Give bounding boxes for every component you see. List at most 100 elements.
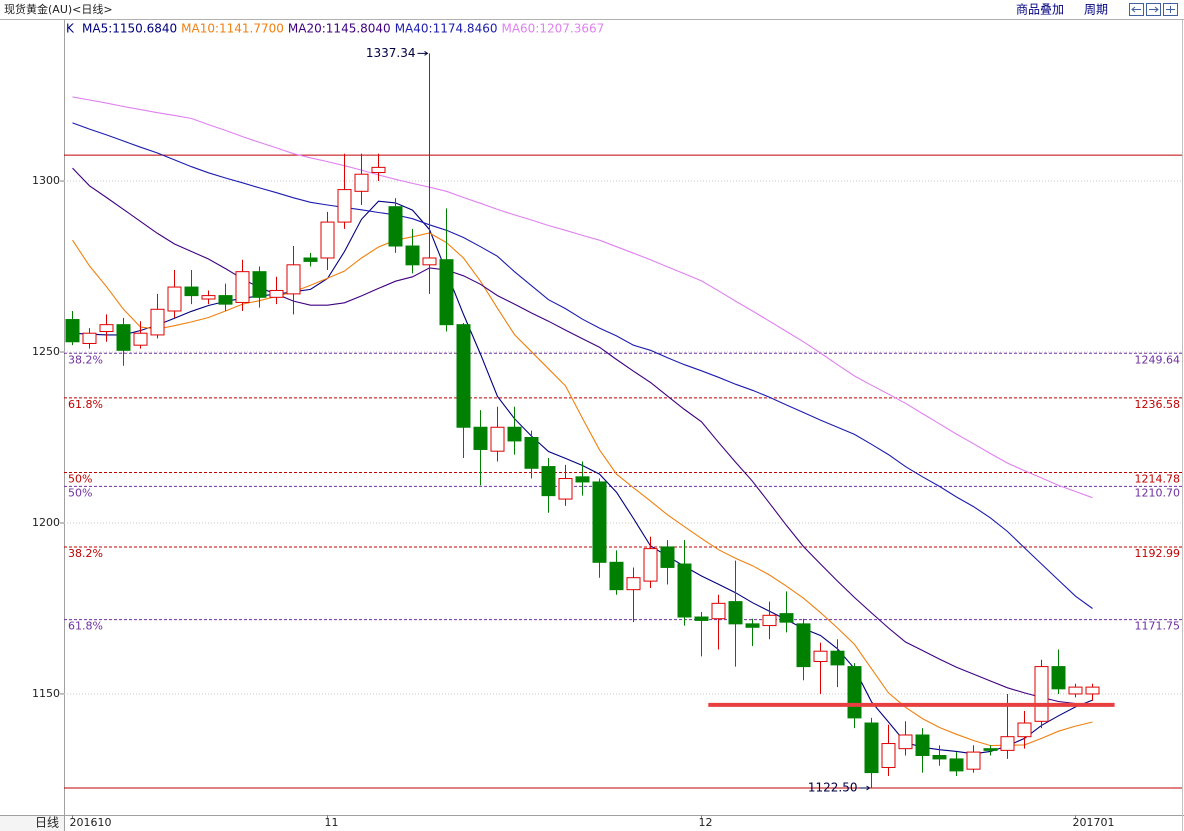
candle-body [898,734,913,750]
candle-body [813,650,828,662]
candle-body [643,548,658,582]
y-tick-label: 1300 [32,174,60,187]
candle-body [847,666,862,719]
ma-line [72,96,1093,499]
candle-body [1000,736,1015,751]
candle-body [575,476,590,483]
candle-body [184,286,199,297]
candle-body [609,561,624,591]
candle-body [354,173,369,192]
legend-entry: MA60:1207.3667 [501,22,604,36]
legend-prefix: K [66,22,75,36]
candle-body [473,426,488,450]
legend-entry: MA20:1145.8040 [288,22,391,36]
candle-body [524,437,539,469]
candle-body [1068,686,1083,695]
candle-body [983,748,998,751]
candle-body [711,602,726,620]
level-tag: 61.8% [68,620,103,633]
level-tag: 50% [68,486,92,499]
level-value: 1236.58 [1135,398,1181,411]
annotation-arrow [859,785,871,791]
x-tick-label: 12 [699,816,713,829]
candle-body [116,324,131,351]
level-value: 1249.64 [1135,353,1181,366]
toolbar-button[interactable]: 商品叠加 [1016,2,1064,17]
candle-body [592,481,607,563]
x-axis-label-box [0,816,64,831]
candle-body [1051,666,1066,690]
candle-body [218,295,233,305]
candle-body [762,614,777,627]
x-tick-label: 11 [325,816,339,829]
toolbar-button[interactable]: 周期 [1084,3,1108,17]
level-value: 1192.99 [1135,547,1181,560]
candle-body [269,289,284,298]
candle-body [881,743,896,768]
candle-body [558,478,573,500]
x-tick-label: 201701 [1073,816,1115,829]
candle-body [65,319,80,343]
candle-body [1017,722,1032,738]
y-tick-label: 1150 [32,687,60,700]
y-tick-label: 1250 [32,345,60,358]
legend-entry: MA10:1141.7700 [181,22,284,36]
candle-body [167,286,182,312]
legend-entry: MA40:1174.8460 [395,22,498,36]
candle-body [1034,666,1049,722]
x-tick-label: 201610 [70,816,112,829]
candle-body [864,722,879,774]
candle-body [779,613,794,623]
level-tag: 38.2% [68,547,103,560]
candle-body [949,758,964,772]
candle-body [201,295,216,300]
candle-body [728,601,743,625]
candle-body [966,751,981,770]
annotation: 1122.50 [808,780,858,794]
candle-body [286,264,301,295]
candle-body [660,546,675,568]
candle-body [694,616,709,621]
candle-body [490,426,505,452]
legend-entry: MA5:1150.6840 [82,22,177,36]
candle-body [439,259,454,326]
level-value: 1210.70 [1135,486,1181,499]
candle-body [82,332,97,344]
candle-body [133,332,148,346]
annotation: 1337.34 [366,46,416,60]
candle-body [337,189,352,223]
candle-body [456,324,471,428]
toolbar-icons[interactable] [1129,3,1178,16]
candle-body [796,623,811,668]
candle-body [830,650,845,666]
candle-body [745,623,760,628]
y-tick-label: 1200 [32,516,60,529]
candle-body [99,324,114,333]
candle-body [915,734,930,757]
candle-body [677,563,692,618]
x-axis-label: 日线 [35,816,59,830]
candle-body [388,206,403,247]
annotation-arrow [417,50,429,56]
chart-title: 现货黄金(AU)<日线> [4,2,113,16]
candle-body [422,257,437,266]
candle-body [541,466,556,497]
candle-body [150,308,165,336]
ma-line [72,122,1093,609]
candle-body [932,755,947,760]
candle-body [235,271,250,303]
candle-body [320,221,335,259]
candle-body [303,257,318,262]
level-tag: 61.8% [68,398,103,411]
candle-body [507,426,522,442]
level-tag: 50% [68,472,92,485]
level-tag: 38.2% [68,353,103,366]
level-value: 1214.78 [1135,472,1181,485]
candle-body [252,271,267,298]
candle-body [1085,686,1100,695]
candle-body [371,166,386,174]
candle-body [626,577,641,591]
candle-body [405,245,420,266]
